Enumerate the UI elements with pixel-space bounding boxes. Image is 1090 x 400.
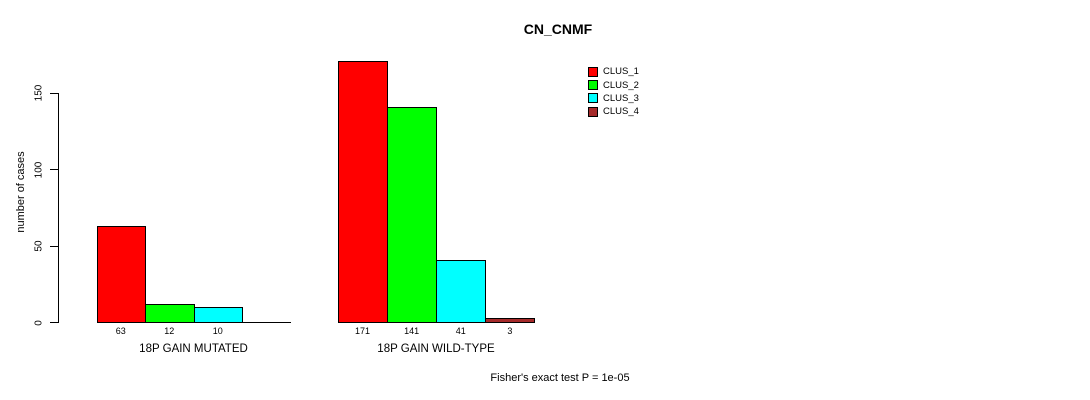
- bar-value-label: 141: [404, 326, 420, 336]
- y-tick: [50, 169, 58, 171]
- bar-clus_2: [387, 107, 438, 323]
- fisher-test-annotation: Fisher's exact test P = 1e-05: [490, 372, 630, 384]
- bar-value-label: 3: [507, 326, 513, 336]
- y-axis-label: number of cases: [15, 151, 27, 233]
- bar-value-label: 41: [455, 326, 466, 336]
- y-tick-label: 0: [33, 319, 45, 326]
- y-tick: [50, 245, 58, 247]
- legend-swatch-clus-3-icon: [588, 93, 598, 104]
- bar-clus_4: [485, 317, 536, 323]
- y-tick-label: 100: [33, 161, 45, 179]
- bar-clus_3: [436, 259, 487, 323]
- legend-swatch-clus-1-icon: [588, 66, 598, 77]
- bar-value-label: 10: [212, 326, 223, 336]
- bar-value-label: 12: [164, 326, 175, 336]
- legend-item-clus-2: CLUS_2: [588, 78, 639, 91]
- legend: CLUS_1 CLUS_2 CLUS_3 CLUS_4: [588, 65, 639, 119]
- legend-item-clus-1: CLUS_1: [588, 65, 639, 78]
- bar-clus_1: [96, 226, 146, 323]
- legend-label-clus-3: CLUS_3: [603, 92, 639, 104]
- bar-clus_2: [145, 304, 195, 323]
- bar-clus_3: [193, 307, 243, 323]
- legend-item-clus-4: CLUS_4: [588, 105, 639, 118]
- legend-label-clus-4: CLUS_4: [603, 106, 639, 118]
- chart-title: CN_CNMF: [523, 21, 593, 37]
- x-group-label-wild-type: 18P GAIN WILD-TYPE: [377, 343, 495, 355]
- y-tick-label: 150: [33, 85, 45, 102]
- x-group-label-mutated: 18P GAIN MUTATED: [139, 343, 248, 355]
- y-tick-label: 50: [33, 240, 45, 252]
- y-axis-line: [58, 93, 59, 323]
- y-tick: [50, 92, 58, 94]
- legend-swatch-clus-2-icon: [588, 80, 598, 91]
- bar-clus_1: [338, 61, 389, 323]
- bar-value-label: 63: [115, 326, 126, 336]
- bar-value-label: 171: [355, 326, 371, 336]
- y-tick: [50, 322, 58, 323]
- legend-item-clus-3: CLUS_3: [588, 92, 639, 105]
- legend-label-clus-2: CLUS_2: [603, 79, 639, 91]
- legend-label-clus-1: CLUS_1: [603, 66, 639, 78]
- legend-swatch-clus-4-icon: [588, 106, 598, 117]
